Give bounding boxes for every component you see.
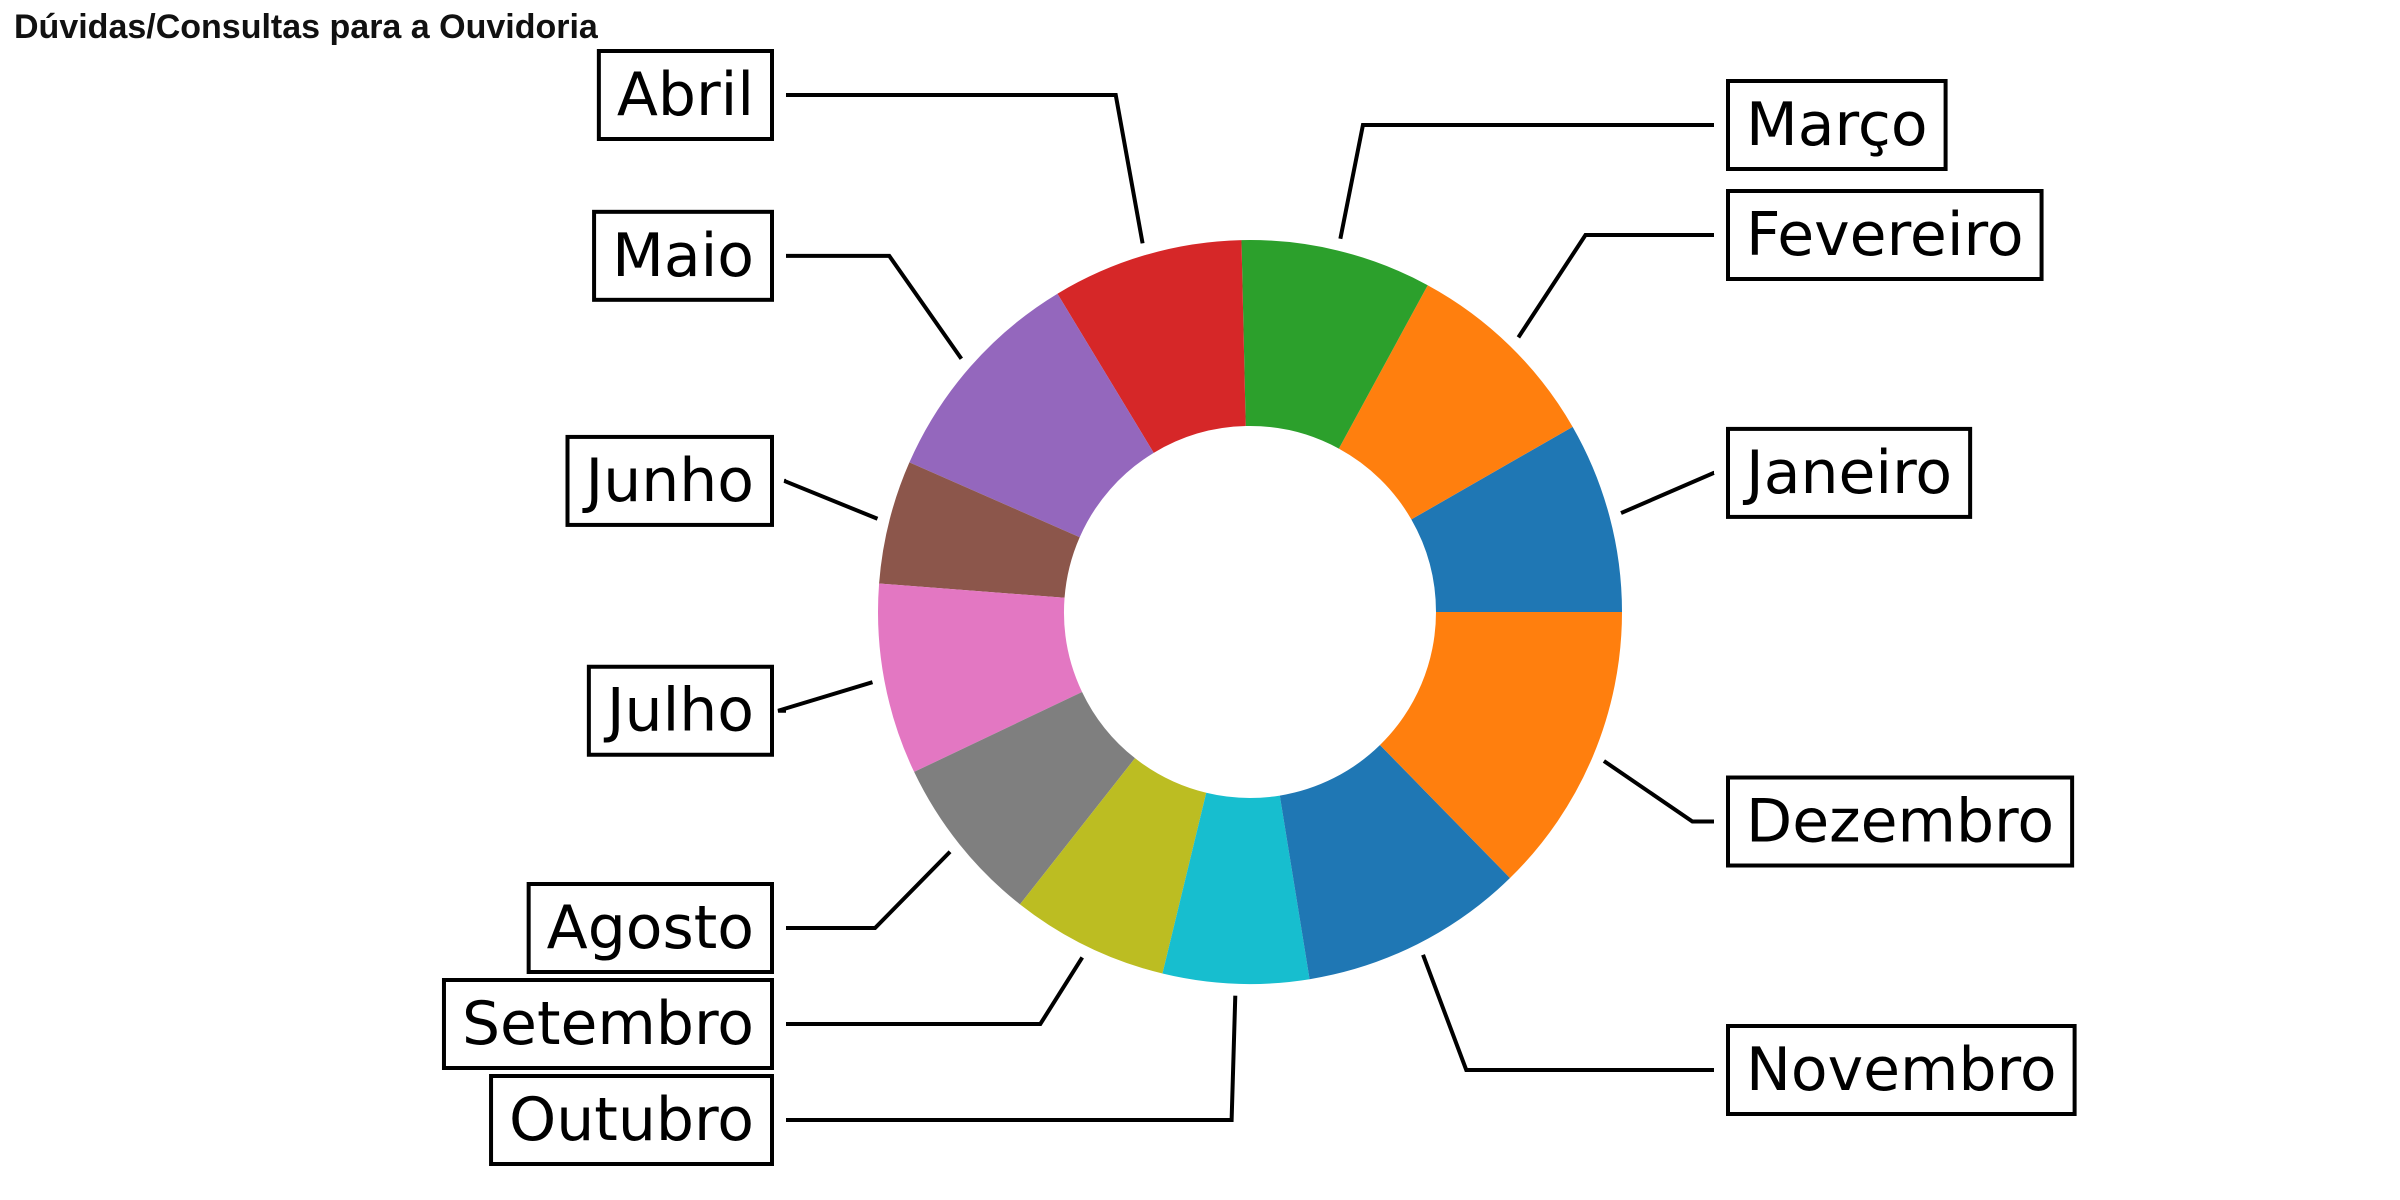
leader-line-novembro: [1421, 954, 1714, 1072]
leader-line-junho: [783, 478, 879, 521]
label-outubro: Outubro: [489, 1074, 774, 1166]
label-julho: Julho: [586, 664, 774, 757]
label-text-abril: Abril: [617, 60, 754, 130]
label-text-setembro: Setembro: [462, 989, 754, 1059]
label-text-julho: Julho: [603, 676, 754, 746]
slice-outubro: [1162, 792, 1310, 984]
label-box-junho: [565, 434, 774, 527]
label-box-dezembro: [1726, 775, 2075, 868]
label-text-junho: Junho: [582, 446, 755, 516]
label-text-janeiro: Janeiro: [1742, 438, 1952, 508]
label-agosto: Agosto: [526, 882, 774, 974]
label-text-marco: Março: [1746, 90, 1928, 160]
leader-line-outubro: [786, 995, 1238, 1122]
slice-maio: [909, 293, 1154, 538]
slice-julho: [877, 583, 1083, 772]
chart-title: Dúvidas/Consultas para a Ouvidoria: [14, 8, 598, 46]
label-setembro: Setembro: [441, 978, 774, 1070]
leader-line-maio: [786, 253, 964, 360]
label-dezembro: Dezembro: [1726, 775, 2075, 868]
leader-line-setembro: [786, 956, 1084, 1026]
label-fevereiro: Fevereiro: [1726, 189, 2044, 281]
label-text-novembro: Novembro: [1746, 1035, 2057, 1105]
leader-line-janeiro: [1620, 470, 1715, 515]
label-marco: Março: [1726, 79, 1948, 171]
slice-janeiro: [1411, 426, 1622, 612]
label-text-dezembro: Dezembro: [1746, 787, 2054, 857]
leader-lines: [777, 93, 1715, 1122]
label-junho: Junho: [565, 434, 774, 527]
label-box-janeiro: [1726, 426, 1973, 519]
leader-line-fevereiro: [1516, 233, 1714, 339]
label-text-maio: Maio: [612, 221, 754, 291]
label-box-julho: [586, 664, 774, 757]
leader-line-agosto: [786, 850, 952, 930]
leader-line-dezembro: [1602, 759, 1714, 824]
slice-marco: [1241, 240, 1428, 449]
slice-setembro: [1019, 758, 1207, 974]
slice-agosto: [914, 691, 1135, 905]
label-box-abril: [596, 49, 774, 141]
slice-junho: [879, 462, 1080, 598]
label-text-agosto: Agosto: [547, 893, 754, 963]
leader-line-marco: [1338, 123, 1714, 240]
label-box-novembro: [1726, 1024, 2077, 1116]
slice-novembro: [1279, 745, 1511, 980]
label-box-outubro: [489, 1074, 774, 1166]
label-text-fevereiro: Fevereiro: [1746, 200, 2024, 270]
label-box-agosto: [526, 882, 774, 974]
leader-line-julho: [777, 680, 874, 713]
label-box-maio: [592, 209, 774, 302]
label-box-marco: [1726, 79, 1948, 171]
label-box-setembro: [441, 978, 774, 1070]
label-janeiro: Janeiro: [1726, 426, 1973, 519]
slice-dezembro: [1380, 612, 1622, 879]
label-maio: Maio: [592, 209, 774, 302]
label-text-outubro: Outubro: [509, 1085, 754, 1155]
slice-labels: Março Fevereiro Janeiro Dezembro Novembro Abr…: [441, 49, 2077, 1166]
label-novembro: Novembro: [1726, 1024, 2077, 1116]
donut-slices: [877, 240, 1622, 984]
label-abril: Abril: [596, 49, 774, 141]
slice-abril: [1057, 240, 1246, 453]
label-box-fevereiro: [1726, 189, 2044, 281]
leader-line-abril: [786, 93, 1145, 244]
slice-fevereiro: [1338, 285, 1573, 520]
